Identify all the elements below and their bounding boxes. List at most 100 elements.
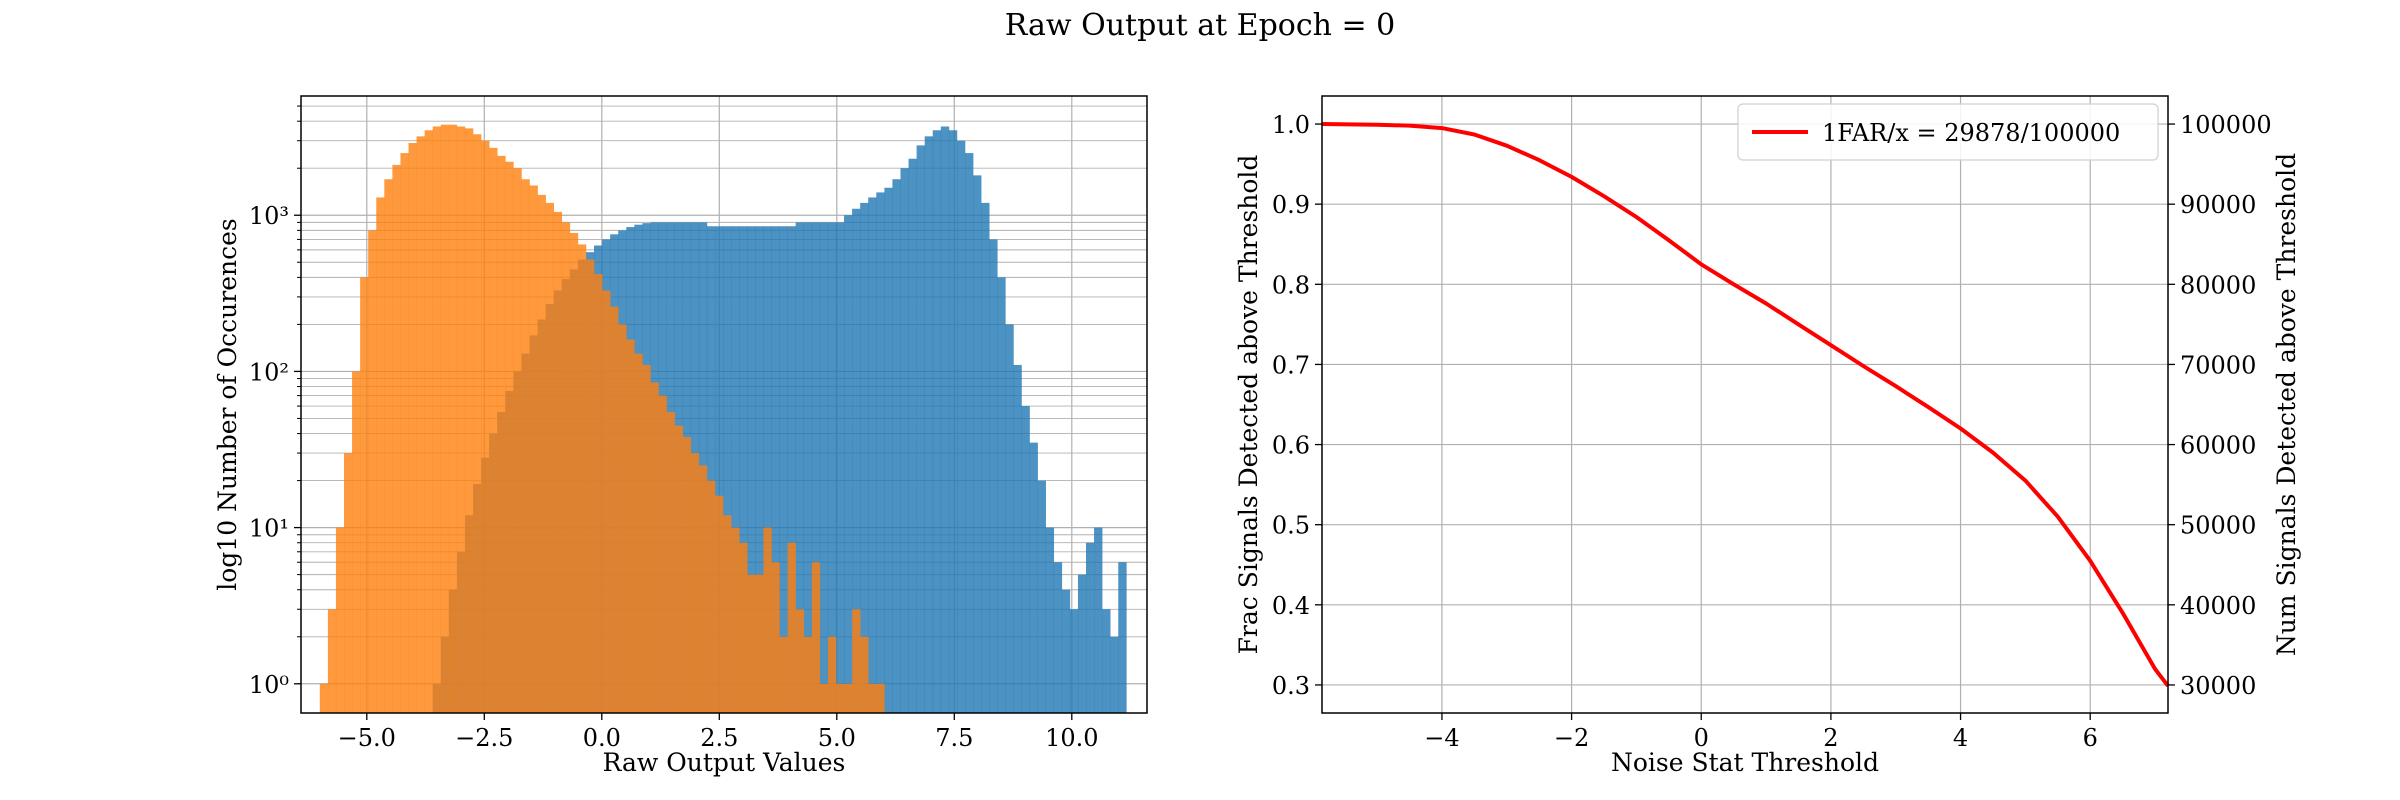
histogram-bar: [456, 126, 466, 714]
histogram-bar: [521, 179, 530, 714]
histogram-bar: [1005, 324, 1014, 713]
histogram-bar: [981, 202, 990, 713]
legend-box: [1737, 103, 2159, 161]
histogram-bar: [940, 126, 950, 714]
x-tick-label: 6: [2083, 724, 2098, 752]
histogram-bar: [714, 226, 724, 713]
y-right-tick-label: 50000: [2180, 512, 2256, 540]
histogram-bar: [723, 226, 732, 713]
threshold-chart: −4 −2 0 2 4 6 0.3 0.4 0.5 0.6 0.7 0.8 0.9 1.0 30000 400…: [1234, 95, 2301, 777]
x-tick-label: 4: [1953, 724, 1968, 752]
histogram-bar: [376, 197, 385, 713]
histogram-bar: [1021, 406, 1030, 713]
histogram-bar: [755, 574, 764, 713]
histogram-bar: [343, 453, 353, 713]
x-tick-label: −5.0: [338, 724, 396, 752]
histogram-bar: [771, 562, 780, 713]
histogram-bar: [819, 683, 829, 713]
histogram-bar: [747, 226, 756, 713]
histogram-bar: [327, 609, 337, 713]
histogram-bar: [440, 124, 450, 713]
histogram-bar: [924, 136, 934, 713]
histogram-bar: [513, 168, 522, 713]
histogram-bar: [1118, 562, 1127, 713]
histogram-bar: [844, 683, 853, 713]
histogram-chart: −5.0 −2.5 0.0 2.5 5.0 7.5 10.0 10⁰ 10¹ 10² 10³ Raw …: [213, 95, 1148, 777]
histogram-bar: [473, 134, 482, 713]
y-tick-label: 1.0: [1272, 111, 1310, 139]
histogram-bar: [1110, 636, 1119, 713]
histogram-bar: [827, 222, 837, 713]
histogram-bar: [827, 636, 837, 713]
histogram-bar: [1077, 574, 1087, 713]
histogram-bar: [384, 179, 393, 714]
histogram-bar: [594, 274, 603, 713]
histogram-bar: [585, 259, 595, 713]
histogram-bar: [956, 140, 966, 714]
histogram-bar: [779, 226, 788, 713]
histogram-bar: [448, 124, 458, 713]
histogram-bar: [876, 192, 885, 713]
histogram-bar: [529, 185, 538, 713]
x-tick-label: 5.0: [818, 724, 856, 752]
y-right-tick-label: 30000: [2180, 672, 2256, 700]
histogram-bar: [352, 371, 361, 713]
histogram-bar: [1053, 562, 1063, 713]
y-right-tick-label: 70000: [2180, 351, 2256, 379]
histogram-bar: [666, 411, 675, 713]
histogram-bar: [360, 277, 369, 713]
histogram-bar: [569, 232, 579, 713]
histogram-bar: [844, 215, 853, 713]
histogram-bar: [714, 495, 724, 713]
histogram-bar: [997, 277, 1006, 713]
histogram-bar: [642, 364, 651, 713]
histogram-bar: [860, 202, 869, 713]
histogram-bar: [1061, 589, 1071, 713]
histogram-bar: [1085, 542, 1095, 713]
histogram-bar: [795, 222, 805, 713]
histogram-bar: [787, 542, 796, 713]
histogram-bar: [658, 395, 667, 713]
histogram-bar: [868, 197, 877, 713]
threshold-grid: [1322, 96, 2168, 713]
legend-label: 1FAR/x = 29878/100000: [1822, 119, 2120, 147]
x-tick-label: 10.0: [1045, 724, 1098, 752]
y-right-tick-label: 90000: [2180, 191, 2256, 219]
y-right-tick-label: 80000: [2180, 271, 2256, 299]
histogram-bar: [698, 465, 708, 713]
histogram-bar: [489, 147, 498, 713]
histogram-bar: [1094, 527, 1103, 713]
histogram-bar: [731, 527, 740, 713]
histogram-bar: [731, 226, 740, 713]
y-right-tick-label: 100000: [2180, 111, 2272, 139]
histogram-bar: [779, 636, 788, 713]
histogram-bar: [706, 226, 716, 713]
histogram-bar: [763, 527, 772, 713]
histogram-bar: [852, 609, 861, 713]
y-tick-label: 10³: [249, 202, 289, 230]
x-tick-label: 2.5: [700, 724, 738, 752]
y-tick-label: 0.9: [1272, 191, 1310, 219]
histogram-bar: [650, 382, 659, 713]
histogram-bar: [739, 226, 748, 713]
histogram-frame: [300, 95, 1148, 714]
x-tick-label: 0.0: [583, 724, 621, 752]
y-axis-label: Frac Signals Detected above Threshold: [1234, 155, 1263, 655]
histogram-bar: [610, 306, 619, 713]
histogram-bar: [876, 683, 885, 713]
histogram-bar: [916, 145, 925, 713]
y-tick-label: 10²: [249, 358, 289, 386]
histogram-bar: [787, 226, 796, 713]
histogram-bar: [965, 153, 974, 714]
histogram-bar: [908, 158, 917, 713]
histogram-series-1: [319, 124, 885, 714]
histogram-bar: [335, 527, 345, 713]
histogram-bar: [690, 453, 700, 713]
histogram-bar: [682, 437, 692, 713]
histogram-bar: [1029, 442, 1038, 713]
y-axis-label: log10 Number of Occurences: [213, 218, 242, 591]
histogram-bar: [860, 636, 869, 713]
histogram-bar: [973, 175, 982, 713]
x-axis-label: Noise Stat Threshold: [1611, 748, 1879, 777]
